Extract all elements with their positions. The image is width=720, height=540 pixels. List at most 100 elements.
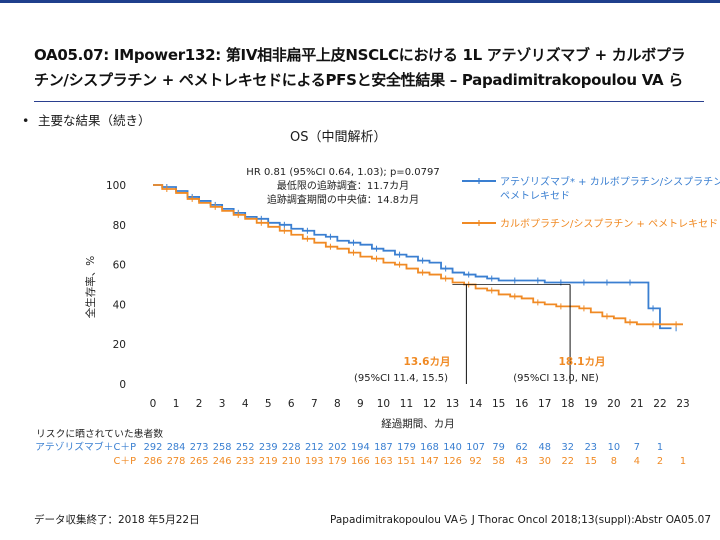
data-cutoff-note: データ収集終了：2018 年5月22日 [34, 514, 200, 526]
x-tick-label: 16 [515, 398, 529, 410]
x-tick-label: 12 [423, 398, 436, 410]
x-tick-label: 7 [311, 398, 318, 410]
risk-count: 258 [213, 442, 232, 453]
risk-count: 32 [562, 442, 574, 453]
risk-count: 292 [144, 442, 163, 453]
x-tick-label: 21 [630, 398, 643, 410]
risk-count: 163 [374, 456, 393, 467]
title-divider [34, 101, 704, 102]
x-tick-label: 13 [446, 398, 459, 410]
x-axis-title: 経過期間、カ月 [381, 417, 455, 430]
risk-count: 43 [515, 456, 527, 467]
risk-count: 1 [680, 456, 686, 467]
risk-count: 252 [236, 442, 255, 453]
risk-table-header: リスクに晒されていた患者数 [36, 427, 163, 440]
risk-count: 58 [492, 456, 504, 467]
x-tick-label: 9 [357, 398, 364, 410]
x-tick-label: 3 [219, 398, 226, 410]
os-chart-title: OS（中間解析） [290, 130, 387, 145]
median-followup-stat: 追跡調査期間の中央値：14.8カ月 [267, 193, 419, 206]
x-tick-label: 8 [334, 398, 341, 410]
x-tick-label: 17 [538, 398, 551, 410]
risk-count: 62 [515, 442, 527, 453]
top-accent-bar [0, 0, 720, 3]
km-curve-atezolizumab [153, 184, 672, 330]
risk-count: 2 [657, 456, 663, 467]
risk-count: 15 [585, 456, 597, 467]
legend-label-atezolizumab-line1: アテゾリズマブ* + カルボプラチン/シスプラチン + [500, 175, 720, 188]
y-tick-label: 40 [113, 299, 126, 311]
risk-count: 92 [469, 456, 481, 467]
y-tick-label: 80 [113, 220, 126, 232]
risk-count: 151 [397, 456, 416, 467]
risk-count: 48 [539, 442, 551, 453]
median-ci: (95%CI 13.0, NE) [513, 373, 599, 384]
bullet-key-results: • 主要な結果（続き） [22, 110, 151, 129]
risk-count: 179 [397, 442, 416, 453]
x-tick-label: 1 [173, 398, 180, 410]
risk-count: 284 [167, 442, 186, 453]
risk-count: 140 [443, 442, 462, 453]
x-tick-label: 6 [288, 398, 295, 410]
x-tick-label: 18 [561, 398, 574, 410]
risk-count: 265 [190, 456, 209, 467]
risk-count: 219 [259, 456, 278, 467]
x-tick-label: 22 [653, 398, 666, 410]
risk-count: 166 [351, 456, 370, 467]
median-label: 13.6カ月 [404, 356, 451, 368]
x-tick-label: 10 [377, 398, 390, 410]
slide-title: OA05.07: IMpower132: 第IV相非扁平上皮NSCLCにおける … [34, 43, 710, 93]
median-ci: (95%CI 11.4, 15.5) [354, 373, 448, 384]
risk-count: 147 [420, 456, 439, 467]
risk-count: 10 [608, 442, 620, 453]
x-tick-label: 4 [242, 398, 249, 410]
risk-count: 202 [328, 442, 347, 453]
risk-count: 286 [144, 456, 163, 467]
x-tick-label: 19 [584, 398, 597, 410]
median-label: 18.1カ月 [559, 356, 606, 368]
risk-count: 7 [634, 442, 640, 453]
hr-stat: HR 0.81 (95%CI 0.64, 1.03); p=0.0797 [246, 167, 439, 178]
risk-count: 126 [443, 456, 462, 467]
x-tick-label: 11 [400, 398, 413, 410]
x-tick-label: 20 [607, 398, 620, 410]
legend-label-control: カルボプラチン/シスプラチン + ペメトレキセド [500, 218, 718, 230]
risk-row-label: アテゾリズマブ＋C＋P [35, 440, 136, 453]
y-tick-label: 0 [119, 379, 126, 391]
risk-count: 1 [657, 442, 663, 453]
citation: Papadimitrakopoulou VAら J Thorac Oncol 2… [330, 514, 712, 526]
x-tick-label: 0 [150, 398, 157, 410]
risk-count: 273 [190, 442, 209, 453]
min-followup-stat: 最低限の追跡調査：11.7カ月 [277, 179, 409, 192]
risk-count: 246 [213, 456, 232, 467]
risk-count: 210 [282, 456, 301, 467]
risk-count: 30 [539, 456, 551, 467]
x-tick-label: 2 [196, 398, 203, 410]
risk-count: 187 [374, 442, 393, 453]
y-tick-label: 60 [113, 260, 126, 272]
risk-count: 194 [351, 442, 370, 453]
x-tick-label: 5 [265, 398, 272, 410]
risk-count: 179 [328, 456, 347, 467]
risk-count: 23 [585, 442, 597, 453]
km-curve-control [153, 184, 683, 326]
risk-count: 278 [167, 456, 186, 467]
bullet-text: 主要な結果（続き） [38, 113, 151, 128]
title-line-1: OA05.07: IMpower132: 第IV相非扁平上皮NSCLCにおける … [34, 46, 686, 64]
risk-count: 79 [492, 442, 504, 453]
title-line-2: チン/シスプラチン + ペメトレキセドによるPFSと安全性結果 – Papadi… [34, 71, 683, 89]
risk-count: 239 [259, 442, 278, 453]
bullet-marker: • [22, 113, 30, 128]
risk-count: 233 [236, 456, 255, 467]
x-tick-label: 15 [492, 398, 505, 410]
risk-count: 107 [466, 442, 485, 453]
risk-count: 212 [305, 442, 324, 453]
y-tick-label: 100 [106, 180, 126, 192]
risk-count: 228 [282, 442, 301, 453]
risk-count: 22 [562, 456, 574, 467]
risk-row-label: C＋P [113, 456, 136, 467]
risk-count: 8 [611, 456, 617, 467]
x-tick-label: 23 [676, 398, 689, 410]
legend-label-atezolizumab-line2: ペメトレキセド [500, 190, 570, 202]
